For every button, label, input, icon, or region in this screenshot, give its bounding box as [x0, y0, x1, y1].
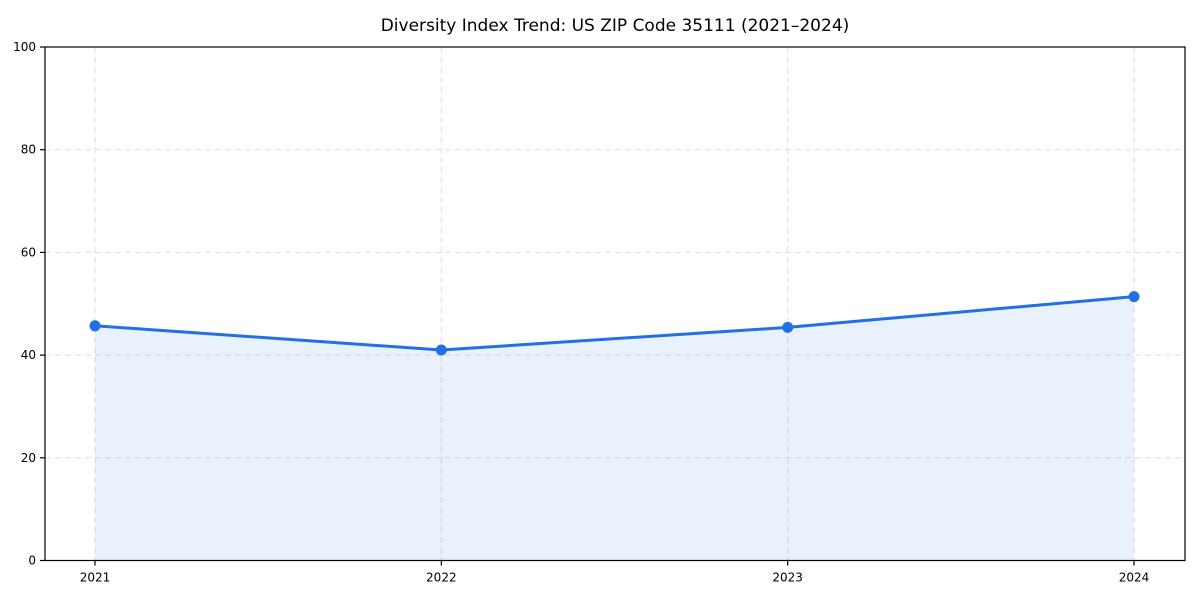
axis-tick-marks — [40, 46, 1135, 566]
x-tick-label: 2022 — [426, 571, 457, 585]
trend-line-path — [93, 295, 1136, 352]
data-point — [435, 344, 447, 356]
x-tick-label: 2023 — [772, 571, 803, 585]
chart-title: Diversity Index Trend: US ZIP Code 35111… — [381, 16, 850, 36]
x-tick-label: 2024 — [1119, 571, 1150, 585]
y-tick-label: 80 — [21, 143, 36, 157]
axes-frame — [44, 46, 1186, 562]
data-point — [782, 321, 794, 333]
data-point-markers — [89, 291, 1140, 356]
y-tick-label: 0 — [28, 554, 36, 568]
trend-line — [93, 295, 1136, 352]
y-tick-label: 40 — [21, 348, 36, 362]
y-tick-label: 100 — [13, 40, 36, 54]
data-point — [89, 320, 101, 332]
x-tick-label: 2021 — [80, 571, 111, 585]
area-fill-shape — [95, 296, 1134, 561]
plot-frame — [44, 46, 1186, 562]
y-tick-label: 20 — [21, 451, 36, 465]
y-tick-label: 60 — [21, 245, 36, 259]
data-point — [1128, 291, 1140, 303]
area-fill — [95, 296, 1134, 561]
axis-tick-labels: 0 20 40 60 80 100 2021 2022 2023 2024 — [13, 40, 1149, 585]
